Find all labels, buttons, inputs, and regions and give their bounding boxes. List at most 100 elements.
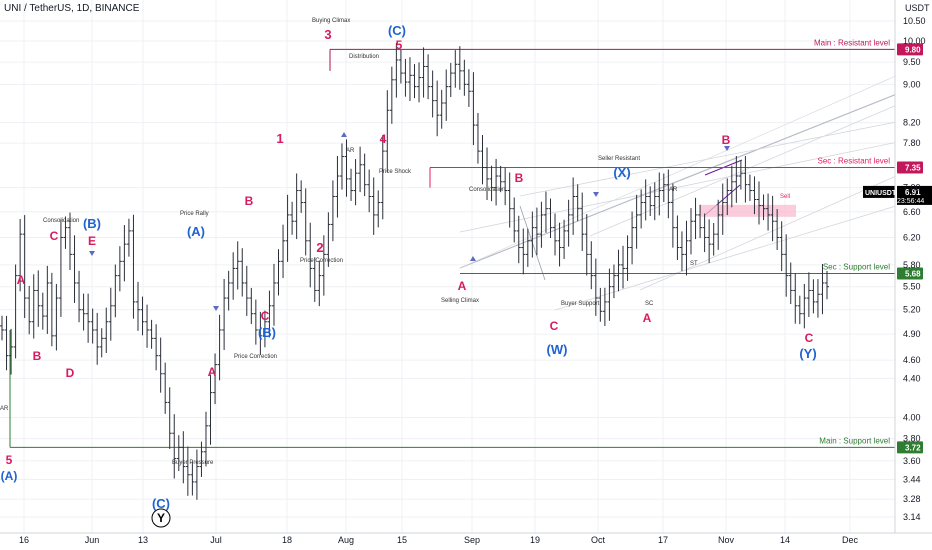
candle: [634, 194, 639, 249]
candle: [648, 186, 653, 216]
candle: [779, 221, 784, 272]
level-lines: Main : Resistant level 9.80 Sec : Resistan…: [9, 38, 932, 454]
wave-label: (B): [83, 216, 101, 231]
last-price-tag-bg: [897, 185, 932, 205]
candle: [63, 216, 68, 249]
candle: [670, 183, 675, 248]
candle: [439, 89, 444, 129]
candle: [13, 264, 18, 359]
candle: [421, 47, 426, 98]
candle: [358, 146, 363, 193]
marker-triangle: [89, 251, 95, 256]
level-tag-bg: [897, 267, 923, 280]
candle: [611, 264, 616, 299]
candle: [181, 431, 186, 484]
price-tick-label: 6.20: [903, 232, 921, 242]
candle: [593, 258, 598, 316]
candle: [199, 441, 204, 477]
candle: [417, 62, 422, 103]
candle: [761, 194, 766, 221]
candle: [566, 199, 571, 247]
time-tick-label: Nov: [718, 535, 735, 545]
wave-label: E: [88, 234, 96, 248]
candle: [45, 265, 50, 334]
price-tick-label: 7.00: [903, 183, 921, 193]
annotation-text: AR: [0, 406, 9, 412]
candle: [122, 225, 127, 282]
price-tick-label: 5.50: [903, 282, 921, 292]
time-tick-label: 13: [138, 535, 148, 545]
candle: [466, 69, 471, 107]
price-tick-label: 10.50: [903, 16, 926, 26]
candle: [244, 265, 249, 316]
wave-label: B: [722, 133, 731, 147]
candle: [90, 308, 95, 344]
candle: [231, 252, 236, 300]
annotation-text: Price Rally: [180, 211, 209, 217]
candle: [303, 188, 308, 256]
candle: [407, 57, 412, 101]
candle: [72, 235, 77, 303]
candle: [294, 173, 299, 240]
candle: [589, 241, 594, 290]
time-tick-label: Jul: [210, 535, 222, 545]
price-tick-label: 4.40: [903, 373, 921, 383]
candle: [262, 310, 267, 348]
price-tick-label: 7.80: [903, 138, 921, 148]
wave-label: B: [245, 194, 254, 208]
channel-line: [459, 75, 895, 269]
candle: [743, 156, 748, 203]
candle: [385, 90, 390, 173]
candle: [49, 272, 54, 347]
wave-label: C: [550, 319, 559, 333]
candle: [285, 194, 290, 262]
symbol-tag-bg: [863, 185, 895, 198]
candle: [507, 172, 512, 228]
candle: [720, 183, 725, 235]
candle: [598, 287, 603, 322]
channel-line: [459, 94, 895, 269]
candle: [475, 112, 480, 164]
candle: [104, 307, 109, 354]
time-tick-label: 17: [658, 535, 668, 545]
candle: [117, 246, 122, 292]
candle: [784, 234, 789, 297]
candle: [317, 260, 322, 307]
price-tick-label: 9.00: [903, 79, 921, 89]
candle: [9, 328, 14, 375]
candle: [820, 263, 825, 315]
trend-channel: [459, 75, 895, 311]
candle: [108, 287, 113, 341]
countdown-value: 23:56:44: [897, 198, 924, 205]
grid-lines: [0, 0, 895, 533]
candle: [27, 285, 32, 335]
candle: [707, 219, 712, 264]
annotation-text: Seller Resistant: [598, 156, 640, 162]
candle: [738, 160, 743, 190]
candle: [485, 147, 490, 200]
candle: [4, 315, 9, 371]
candle: [276, 249, 281, 296]
candle: [562, 219, 567, 259]
sell-zone: Sell: [700, 194, 796, 217]
candle: [679, 231, 684, 272]
candle: [625, 235, 630, 281]
candle: [788, 262, 793, 305]
candle: [167, 387, 172, 449]
wave-label: (C): [388, 23, 406, 38]
candle: [258, 311, 263, 355]
annotation-text: Consolidation: [469, 187, 505, 193]
price-tick-label: 3.60: [903, 456, 921, 466]
candle: [330, 180, 335, 242]
candle: [757, 181, 762, 225]
candle: [172, 414, 177, 479]
candle: [22, 215, 27, 319]
annotation-text: AR: [669, 187, 678, 193]
wave-label: (A): [1, 469, 18, 483]
price-tick-label: 3.80: [903, 434, 921, 444]
candle: [666, 169, 671, 219]
candle: [36, 270, 41, 327]
candle: [86, 293, 91, 343]
candle: [693, 197, 698, 240]
